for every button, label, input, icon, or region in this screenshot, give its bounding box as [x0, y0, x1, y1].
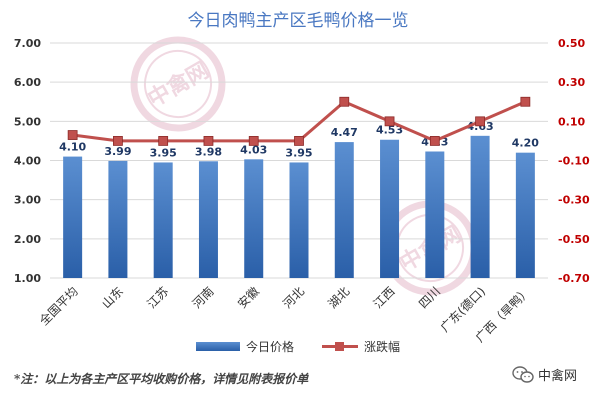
- chart-title: 今日肉鸭主产区毛鸭价格一览: [188, 11, 409, 31]
- bar-label-7: 4.53: [376, 124, 403, 137]
- right-tick-label: -0.10: [558, 155, 590, 168]
- right-tick-label: 0.10: [558, 115, 585, 128]
- x-tick-label-4: 安徽: [234, 284, 262, 312]
- bar-3: [198, 161, 218, 278]
- line-point-7: [384, 116, 395, 127]
- x-tick-label-2: 江苏: [144, 284, 171, 311]
- footnote: *注：以上为各主产区平均收购价格，详情见附表报价单: [14, 372, 309, 386]
- right-tick-label: 0.30: [558, 76, 585, 89]
- bar-8: [425, 151, 445, 278]
- line-point-0: [67, 130, 78, 140]
- bar-10: [515, 152, 535, 278]
- watermark-0: 中禽网: [130, 36, 226, 132]
- left-tick-label: 5.00: [14, 115, 41, 128]
- bar-4: [244, 159, 264, 278]
- x-tick-label-5: 河北: [280, 284, 307, 311]
- left-tick-label: 3.00: [14, 194, 41, 207]
- x-tick-label-7: 江西: [371, 284, 398, 311]
- left-tick-label: 1.00: [14, 272, 41, 285]
- bar-7: [380, 139, 400, 278]
- chart-legend: 今日价格 涨跌幅: [0, 338, 596, 355]
- bar-0: [63, 156, 83, 278]
- left-tick-label: 6.00: [14, 76, 41, 89]
- legend-bar-swatch: [195, 342, 240, 351]
- watermark-ring: [130, 36, 226, 132]
- line-point-9: [475, 116, 485, 127]
- legend-item-price: 今日价格: [195, 338, 294, 355]
- bar-label-2: 3.95: [150, 146, 177, 159]
- line-point-6: [339, 96, 350, 107]
- bar-label-0: 4.10: [59, 141, 86, 154]
- left-tick-label: 2.00: [14, 233, 41, 246]
- bar-5: [289, 162, 309, 278]
- bar-1: [108, 160, 128, 278]
- x-tick-label-0: 全国平均: [36, 284, 81, 329]
- line-point-2: [158, 136, 169, 146]
- line-point-4: [248, 136, 259, 146]
- watermark-inner-ring: [396, 214, 464, 282]
- watermark-inner-ring: [144, 50, 212, 118]
- brand-name: 中禽网: [538, 369, 578, 384]
- legend-line-swatch: [322, 342, 358, 351]
- legend-label-change: 涨跌幅: [364, 340, 401, 354]
- bar-label-1: 3.99: [104, 145, 131, 158]
- bar-2: [153, 162, 173, 278]
- line-point-8: [429, 136, 440, 146]
- bar-label-4: 4.03: [240, 143, 267, 156]
- bar-9: [470, 135, 490, 278]
- left-tick-label: 4.00: [14, 155, 41, 168]
- bar-series: [63, 135, 535, 278]
- line-point-3: [203, 136, 214, 146]
- bar-label-10: 4.20: [512, 137, 539, 150]
- left-tick-label: 7.00: [14, 37, 41, 50]
- line-point-1: [113, 136, 123, 146]
- brand: 中禽网: [512, 365, 577, 384]
- bar-6: [334, 142, 354, 278]
- x-tick-label-6: 湖北: [325, 284, 353, 312]
- bar-label-3: 3.98: [195, 145, 222, 158]
- bar-label-5: 3.95: [285, 146, 312, 159]
- bar-label-6: 4.47: [331, 126, 358, 139]
- right-tick-label: -0.50: [558, 233, 590, 246]
- line-series: [67, 96, 531, 146]
- line-point-10: [520, 96, 531, 107]
- x-tick-label-3: 河南: [189, 284, 217, 312]
- right-axis-ticks: -0.70 -0.50 -0.30 -0.10 0.10 0.30 0.50: [558, 37, 590, 285]
- wechat-icon: [512, 365, 534, 383]
- legend-label-price: 今日价格: [245, 340, 294, 354]
- right-tick-label: -0.30: [558, 194, 590, 207]
- x-tick-label-1: 山东: [99, 284, 126, 311]
- legend-item-change: 涨跌幅: [322, 338, 400, 355]
- right-tick-label: 0.50: [558, 37, 585, 50]
- line-point-5: [294, 136, 304, 146]
- left-axis-ticks: 1.00 2.00 3.00 4.00 5.00 6.00 7.00: [14, 37, 41, 285]
- right-tick-label: -0.70: [558, 272, 590, 285]
